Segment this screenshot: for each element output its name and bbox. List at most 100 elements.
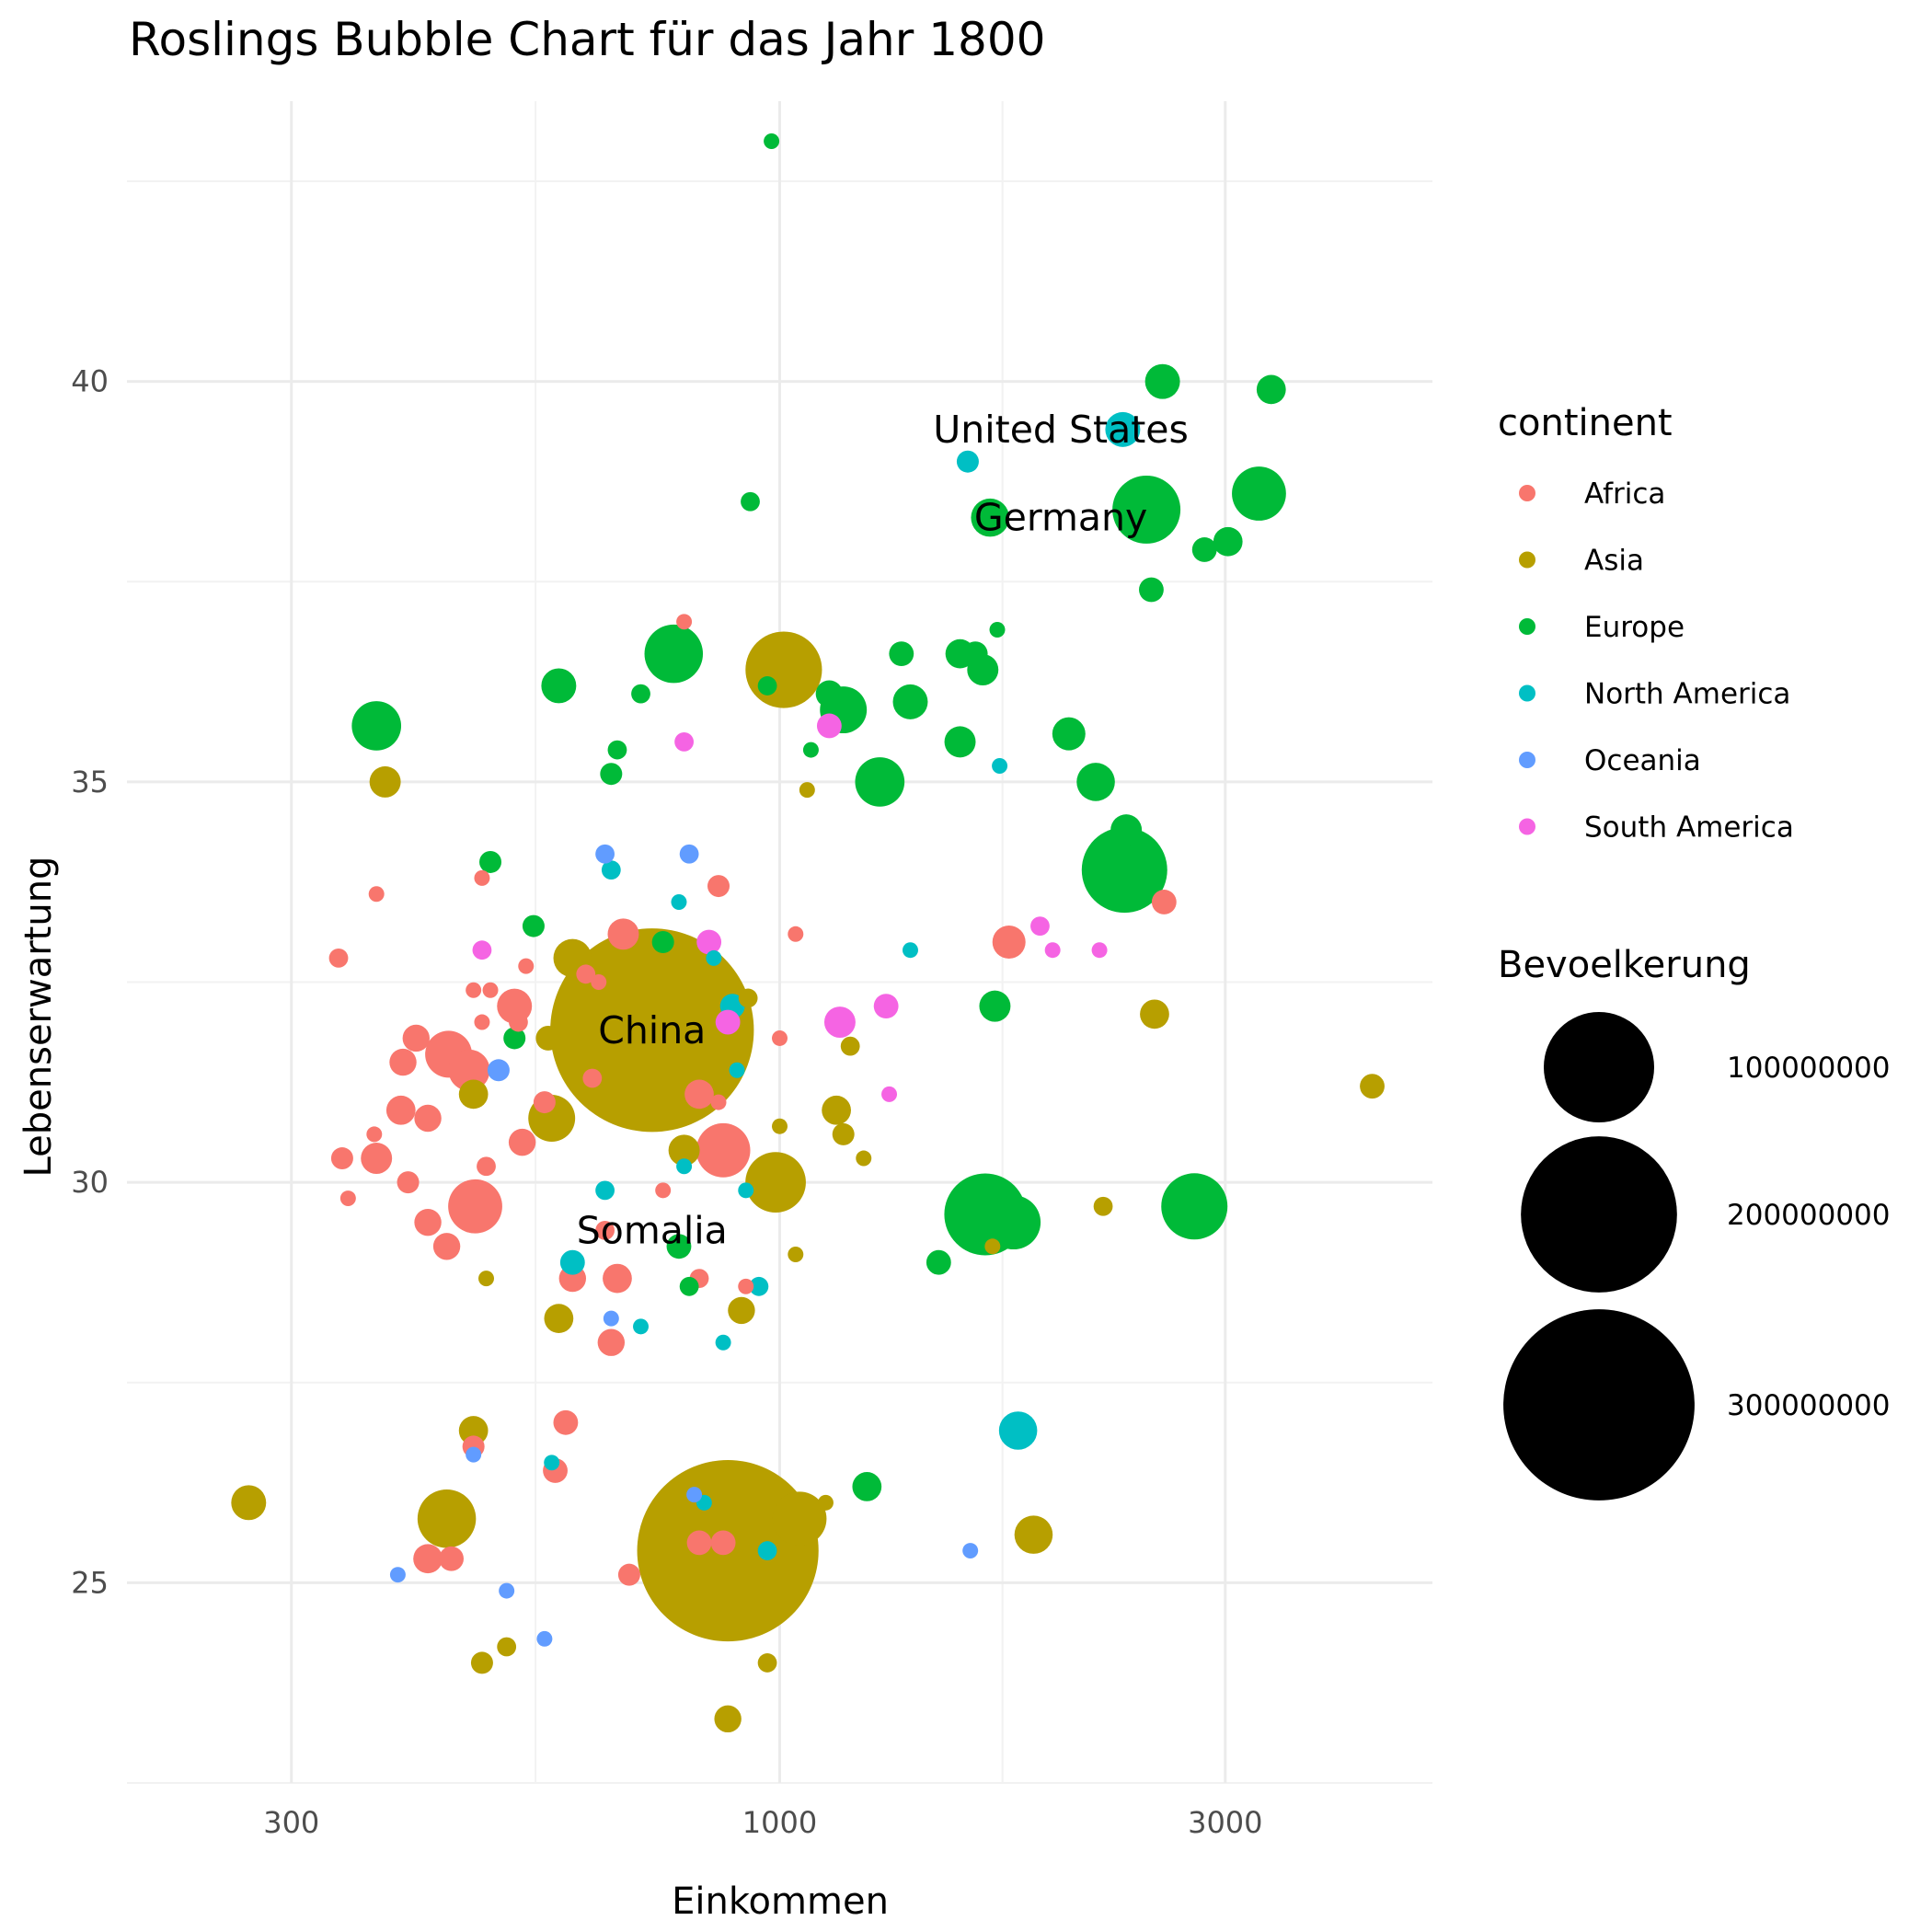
bubble-asia <box>745 631 822 708</box>
bubble-asia <box>788 1247 804 1262</box>
bubble-asia <box>497 1637 517 1657</box>
legend-label: Asia <box>1584 545 1644 578</box>
bubble-africa <box>603 1263 632 1294</box>
bubble-africa <box>533 1091 556 1114</box>
bubble-europe <box>1139 577 1164 603</box>
bubble-europe <box>541 668 577 704</box>
axes: 300 1000 3000 25 30 35 40 <box>71 364 1262 1840</box>
color-legend-title: continent <box>1498 402 1673 444</box>
chart-title: Roslings Bubble Chart für das Jahr 1800 <box>129 13 1045 66</box>
bubble-europe <box>503 1027 526 1050</box>
bubble-africa <box>655 1182 672 1199</box>
legend-key-south-america <box>1519 818 1535 835</box>
annotations: United States Germany China Somalia <box>577 408 1189 1252</box>
bubble-africa <box>595 1220 615 1240</box>
bubble-africa <box>710 1094 727 1110</box>
bubble-asia <box>458 1079 489 1110</box>
bubble-north-america <box>956 450 979 473</box>
bubble-north-america <box>992 758 1008 774</box>
bubble-europe <box>479 850 502 873</box>
bubble-europe <box>1144 363 1180 399</box>
bubble-north-america <box>903 942 918 959</box>
color-legend: continent Africa Asia Europe North America O… <box>1498 402 1794 845</box>
data-points <box>231 133 1385 1733</box>
bubble-europe <box>962 641 988 667</box>
bubble-africa <box>448 1049 490 1091</box>
bubble-south-america <box>873 994 899 1019</box>
bubble-asia <box>738 988 758 1008</box>
bubble-south-america <box>1044 942 1061 959</box>
bubble-africa <box>518 958 535 974</box>
bubble-oceania <box>487 1059 510 1082</box>
bubble-asia <box>535 1026 561 1051</box>
bubble-africa <box>482 982 499 998</box>
bubble-asia <box>772 1118 788 1134</box>
bubble-africa <box>330 1147 353 1170</box>
size-legend-key <box>1503 1309 1695 1501</box>
y-axis-title: Lebenserwartung <box>17 857 60 1178</box>
bubble-europe <box>600 763 623 786</box>
bubble-north-america <box>559 1249 585 1275</box>
bubble-europe <box>741 491 760 512</box>
bubble-south-america <box>674 731 694 752</box>
bubble-africa <box>397 1171 420 1194</box>
bubble-south-america <box>823 1006 856 1039</box>
bubble-africa <box>696 1122 751 1178</box>
bubble-africa <box>361 1143 393 1174</box>
x-tick-label: 300 <box>263 1805 319 1840</box>
bubble-africa <box>707 875 730 898</box>
bubble-asia <box>470 1651 493 1674</box>
legend-key-asia <box>1519 551 1535 569</box>
bubble-africa <box>617 1563 640 1586</box>
bubble-south-america <box>1030 916 1050 936</box>
bubble-europe <box>631 684 650 704</box>
bubble-oceania <box>686 1487 703 1503</box>
bubble-europe <box>1110 814 1143 846</box>
legend-label: Africa <box>1584 477 1665 511</box>
bubble-europe <box>351 701 402 751</box>
bubble-europe <box>971 498 1009 537</box>
bubble-oceania <box>466 1446 482 1463</box>
bubble-africa <box>448 1179 502 1234</box>
bubble-asia <box>856 1150 872 1167</box>
bubble-oceania <box>962 1543 979 1559</box>
bubble-north-america <box>601 860 621 880</box>
bubble-africa <box>686 1530 712 1556</box>
bubble-asia <box>668 1134 700 1167</box>
country-label: United States <box>933 408 1189 452</box>
bubble-south-america <box>816 713 842 739</box>
y-tick-label: 35 <box>71 765 109 799</box>
bubble-europe <box>1161 1173 1228 1240</box>
bubble-europe <box>979 990 1011 1022</box>
bubble-africa <box>413 1544 443 1574</box>
bubble-oceania <box>595 844 615 864</box>
bubble-europe <box>1112 475 1181 544</box>
y-tick-label: 40 <box>71 364 109 399</box>
legend-label: South America <box>1584 811 1794 845</box>
bubble-north-america <box>998 1411 1038 1450</box>
bubble-north-america <box>749 1276 769 1296</box>
bubble-europe <box>757 676 777 696</box>
bubble-europe <box>986 1195 1041 1250</box>
bubble-north-america <box>738 1182 754 1199</box>
bubble-africa <box>591 974 607 991</box>
bubble-africa <box>738 1278 754 1294</box>
bubble-europe <box>889 641 914 667</box>
bubble-asia <box>1093 1196 1113 1216</box>
bubble-asia <box>799 782 815 799</box>
bubble-south-america <box>715 1009 741 1035</box>
bubble-asia <box>745 1152 806 1213</box>
bubble-europe <box>1076 763 1115 801</box>
bubble-asia <box>369 765 401 798</box>
x-axis-title: Einkommen <box>672 1880 889 1923</box>
bubble-europe <box>666 1234 692 1259</box>
bubble-europe <box>607 740 627 760</box>
bubble-south-america <box>472 940 492 960</box>
bubble-europe <box>855 757 905 807</box>
bubble-africa <box>710 1530 736 1556</box>
country-label: Germany <box>974 496 1147 540</box>
bubble-africa <box>477 1156 496 1177</box>
bubble-europe <box>522 914 545 937</box>
y-tick-label: 30 <box>71 1165 109 1200</box>
